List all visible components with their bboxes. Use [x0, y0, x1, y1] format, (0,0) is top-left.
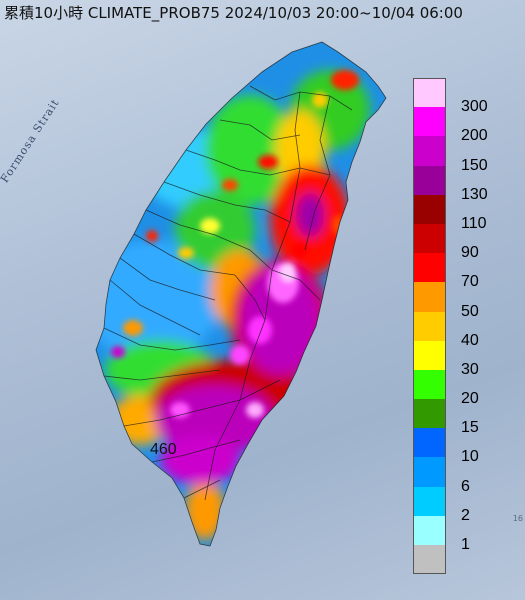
legend-label: 130: [461, 185, 488, 203]
legend-label: 50: [461, 302, 479, 320]
legend-item: 150: [413, 136, 515, 174]
legend-swatch: [413, 282, 446, 312]
legend-item: 40: [413, 311, 515, 349]
legend-swatch: [413, 136, 446, 166]
legend-label: 110: [461, 214, 487, 232]
legend-item: 300: [413, 78, 515, 115]
legend-item: 6: [413, 457, 515, 495]
legend-swatch: [413, 107, 446, 137]
legend-swatch: [413, 486, 446, 516]
legend-swatch: [413, 369, 446, 400]
legend-item: 110: [413, 194, 515, 232]
edge-label-fragment: 16: [512, 514, 523, 523]
legend-label: 200: [461, 127, 488, 145]
legend-swatch: [413, 194, 446, 224]
legend-item: 70: [413, 253, 515, 290]
legend-swatch: [413, 457, 446, 487]
legend-item: 2: [413, 486, 515, 524]
legend-label: 150: [461, 156, 488, 174]
legend-item: 200: [413, 107, 515, 144]
legend-label: 40: [461, 331, 479, 349]
legend-swatch: [413, 253, 446, 283]
legend-swatch: [413, 223, 446, 254]
legend-label: 1: [461, 536, 470, 553]
legend-item: 10: [413, 428, 515, 465]
legend-item: 90: [413, 223, 515, 261]
legend-label: 70: [461, 273, 479, 291]
legend-label: 15: [461, 419, 479, 437]
legend-label: 300: [461, 98, 488, 116]
legend-label: 90: [461, 244, 479, 262]
legend-swatch: [413, 399, 446, 429]
legend-item: 50: [413, 282, 515, 320]
legend-swatch: [413, 165, 446, 195]
legend-label: 10: [461, 448, 479, 466]
legend-swatch: [413, 428, 446, 458]
district-boundaries: [95, 41, 387, 547]
legend-item: 130: [413, 165, 515, 203]
color-legend: 300 200 150 130 110 90 70 50 40 30 20 15…: [413, 78, 515, 575]
legend-swatch: [413, 515, 446, 545]
legend-item: 15: [413, 399, 515, 436]
legend-swatch: [413, 78, 446, 108]
map-title: 累積10小時 CLIMATE_PROB75 2024/10/03 20:00~1…: [4, 4, 463, 22]
legend-label: 20: [461, 390, 479, 408]
legend-item: 30: [413, 340, 515, 378]
legend-item: 1: [413, 515, 515, 553]
legend-swatch: [413, 340, 446, 370]
legend-label: 6: [461, 477, 470, 495]
legend-swatch: [413, 311, 446, 341]
legend-swatch: [413, 545, 446, 575]
max-value-label: 460: [150, 441, 177, 458]
legend-item: [413, 545, 515, 575]
legend-label: 30: [461, 360, 479, 378]
rainfall-shading: [96, 70, 370, 540]
legend-label: 2: [461, 506, 470, 524]
legend-item: 20: [413, 369, 515, 407]
